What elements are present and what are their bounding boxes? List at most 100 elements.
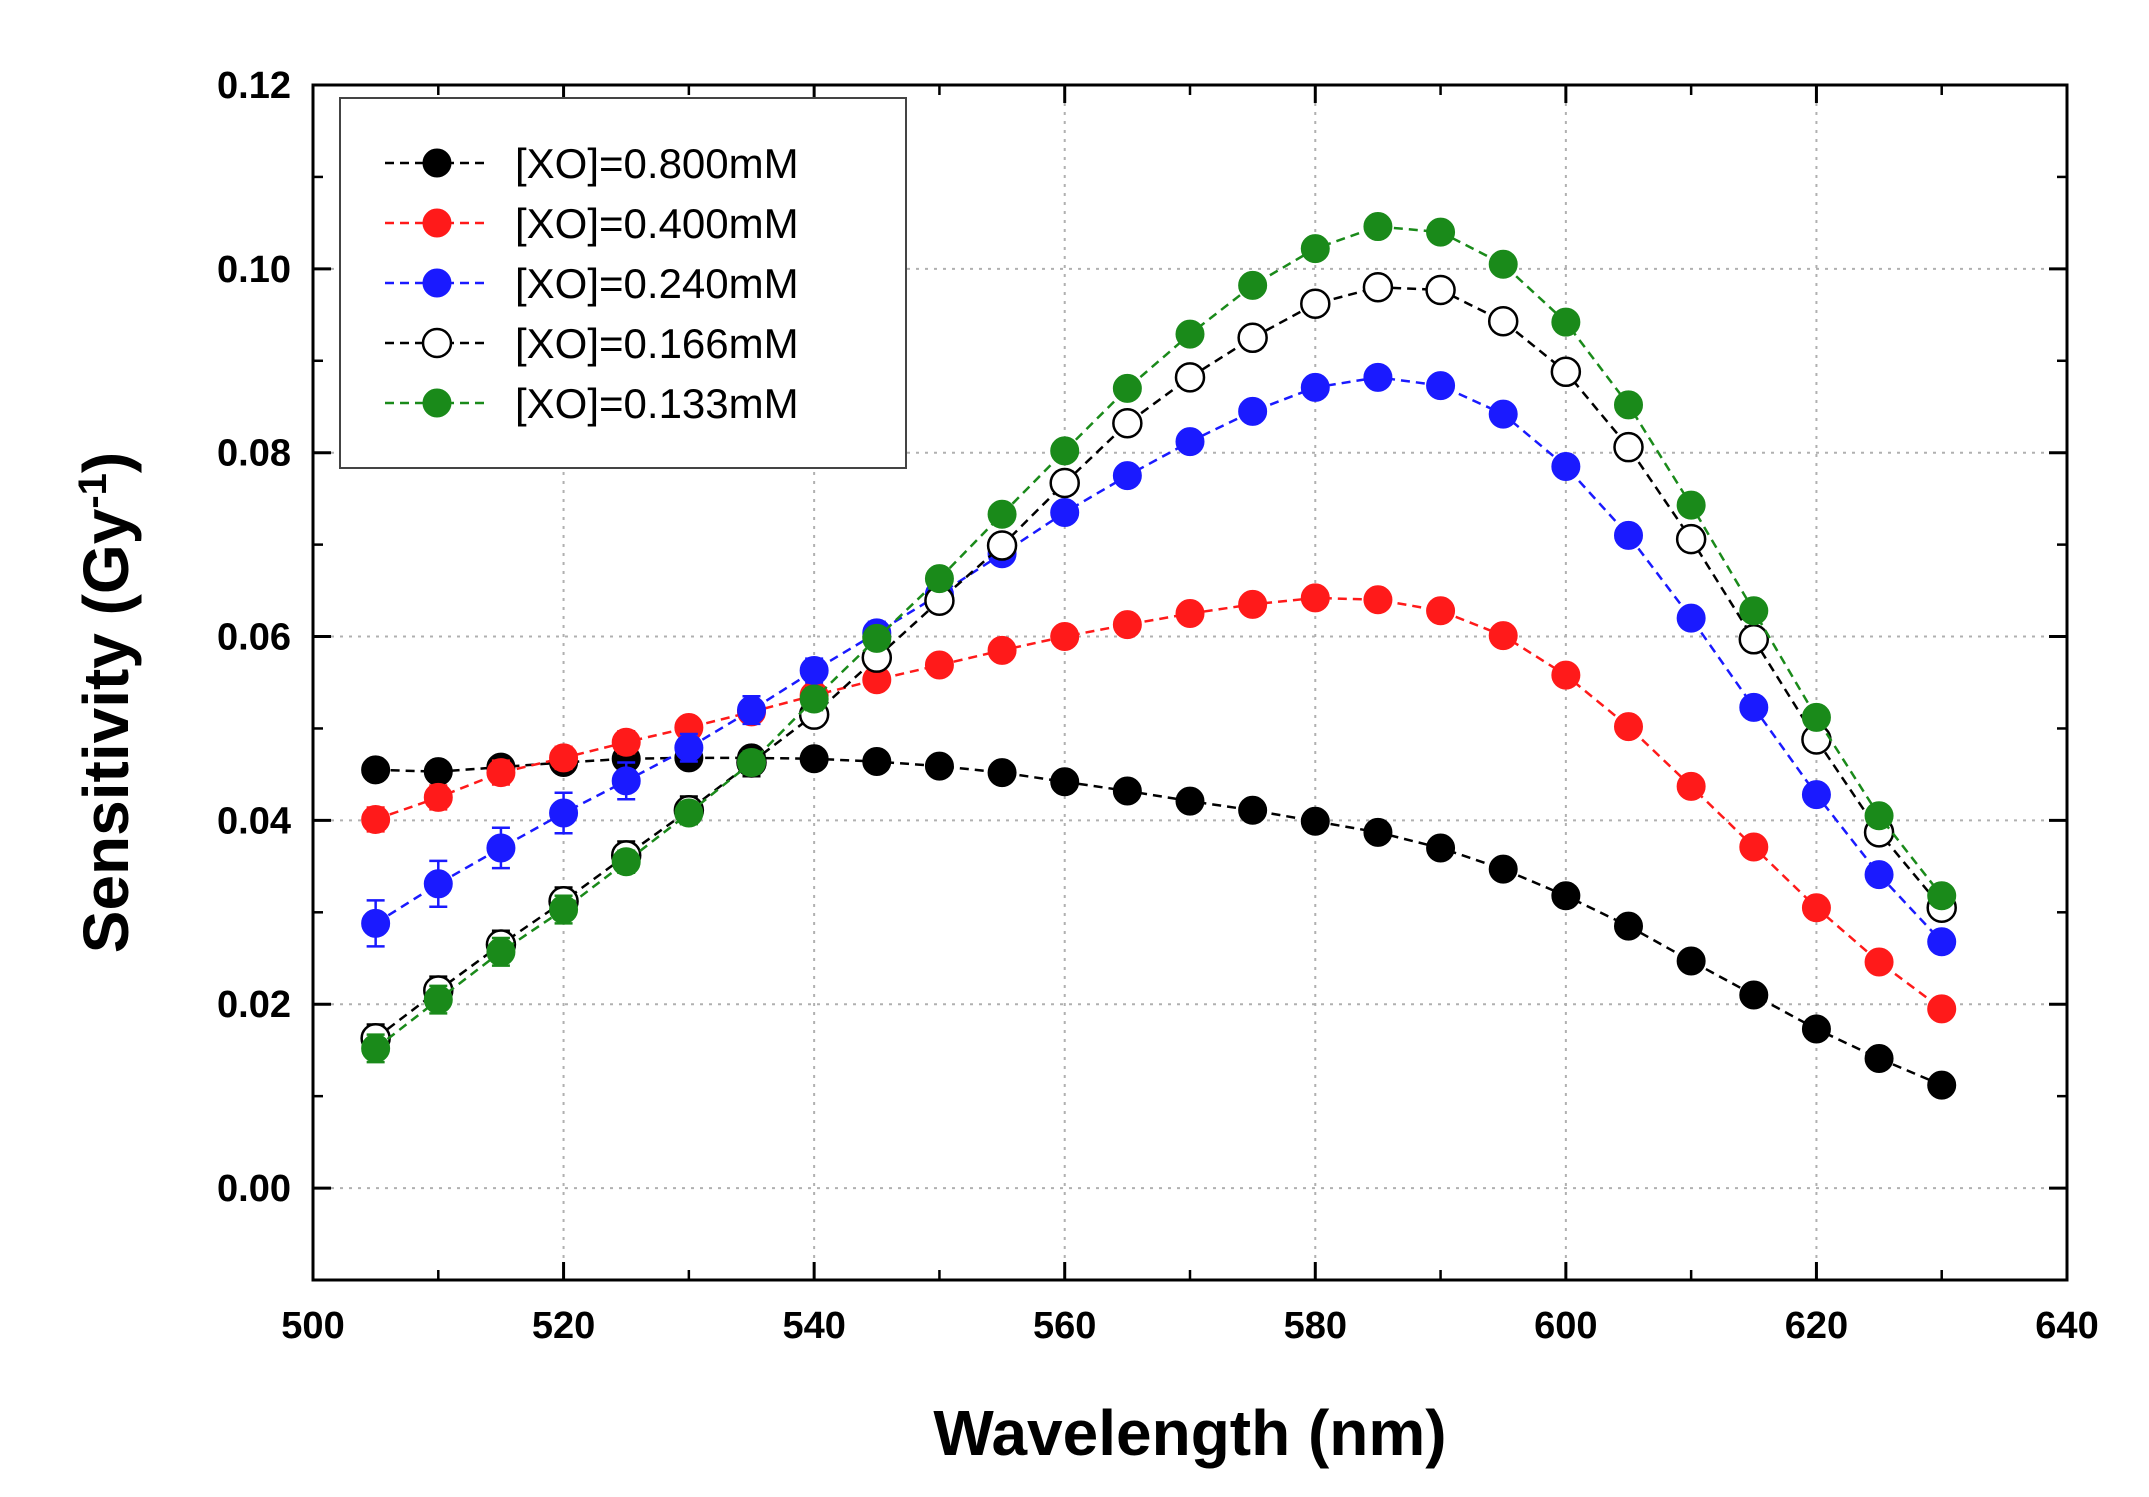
data-point <box>1488 249 1518 279</box>
data-point <box>549 743 579 773</box>
data-point <box>611 847 641 877</box>
data-point <box>1300 372 1330 402</box>
data-point <box>1614 390 1643 420</box>
data-point <box>799 684 829 714</box>
data-point <box>1300 234 1330 264</box>
tick-layer: 0.00 0.02 0.04 0.06 0.08 0.10 0.12 500 520 540 560… <box>217 65 2099 1347</box>
y-axis-title-superscript: -1 <box>71 473 115 509</box>
data-point <box>1550 356 1582 388</box>
data-point <box>486 937 516 967</box>
data-point <box>486 758 516 788</box>
data-point <box>1112 373 1142 403</box>
data-point <box>423 782 453 812</box>
data-point <box>1238 795 1268 825</box>
data-point <box>1426 833 1456 863</box>
data-point <box>1801 893 1831 923</box>
data-point <box>987 635 1017 665</box>
y-tick-label: 0.10 <box>217 249 291 291</box>
data-point <box>924 650 954 680</box>
data-point <box>1175 319 1205 349</box>
data-point <box>611 727 641 757</box>
legend-label: [XO]=0.400mM <box>515 200 799 247</box>
data-point <box>1238 396 1268 426</box>
legend-entry: [XO]=0.240mM <box>385 260 799 307</box>
data-point <box>1864 801 1894 831</box>
data-point <box>799 656 829 686</box>
x-tick-label: 560 <box>1033 1305 1096 1347</box>
data-point <box>486 833 516 863</box>
data-point <box>1927 881 1957 911</box>
data-point <box>1049 467 1080 499</box>
series-1 <box>361 583 1957 1024</box>
legend-entry: [XO]=0.133mM <box>385 380 799 427</box>
data-point <box>1864 947 1894 977</box>
data-point <box>1174 362 1206 393</box>
x-tick-label: 520 <box>532 1305 595 1347</box>
data-point <box>1739 832 1769 862</box>
data-point <box>361 908 391 938</box>
data-point <box>1237 322 1268 354</box>
y-tick-label: 0.08 <box>217 433 291 475</box>
data-point <box>1362 271 1394 303</box>
data-point <box>1488 621 1518 651</box>
data-point <box>1927 1070 1957 1100</box>
series-line <box>375 596 1943 1010</box>
data-point <box>1864 1043 1894 1073</box>
data-point <box>1676 603 1706 633</box>
data-point <box>1801 780 1831 810</box>
data-point <box>1112 776 1142 806</box>
data-point <box>1801 1014 1831 1044</box>
data-point <box>1175 427 1205 457</box>
y-tick-label: 0.06 <box>217 617 291 659</box>
data-point <box>862 623 892 653</box>
data-point <box>1613 431 1644 463</box>
y-tick-label: 0.04 <box>217 800 291 842</box>
data-point <box>1238 589 1268 619</box>
data-point <box>1614 712 1643 742</box>
data-point <box>611 766 641 796</box>
series-line <box>375 756 1943 1087</box>
data-point <box>737 747 766 777</box>
legend-entry: [XO]=0.166mM <box>385 320 799 367</box>
data-point <box>1300 583 1330 613</box>
x-axis-title: Wavelength (nm) <box>933 1397 1446 1469</box>
data-point <box>987 758 1017 788</box>
legend-label: [XO]=0.166mM <box>515 320 799 367</box>
data-point <box>549 798 579 828</box>
data-point <box>1551 307 1581 337</box>
data-point <box>1614 911 1643 941</box>
legend-marker <box>422 208 452 238</box>
data-point <box>674 798 704 828</box>
data-point <box>1927 927 1957 957</box>
data-point <box>1739 596 1769 626</box>
x-tick-label: 600 <box>1534 1305 1597 1347</box>
series-2 <box>361 362 1957 957</box>
data-point <box>862 747 892 777</box>
legend-marker <box>421 327 453 359</box>
legend-entry: [XO]=0.800mM <box>385 140 799 187</box>
data-point <box>423 757 453 787</box>
data-point <box>1175 786 1205 816</box>
data-point <box>361 1033 391 1063</box>
data-point <box>799 744 829 774</box>
y-axis-title: Sensitivity (Gy-1) <box>70 452 142 953</box>
legend-label: [XO]=0.800mM <box>515 140 799 187</box>
data-point <box>1050 767 1080 797</box>
data-point <box>1551 451 1581 481</box>
legend-marker <box>422 268 452 298</box>
series-layer <box>360 212 1957 1100</box>
data-point <box>1363 817 1393 847</box>
x-tick-label: 500 <box>281 1305 344 1347</box>
legend-entry: [XO]=0.400mM <box>385 200 799 247</box>
data-point <box>1050 497 1080 527</box>
x-tick-label: 580 <box>1284 1305 1347 1347</box>
x-tick-label: 540 <box>782 1305 845 1347</box>
y-tick-label: 0.02 <box>217 984 291 1026</box>
data-point <box>1363 362 1393 392</box>
data-point <box>674 733 704 763</box>
data-point <box>1738 624 1770 655</box>
legend-marker <box>422 148 452 178</box>
legend: [XO]=0.800mM [XO]=0.400mM [XO]=0.240mM [XO]… <box>339 97 907 469</box>
